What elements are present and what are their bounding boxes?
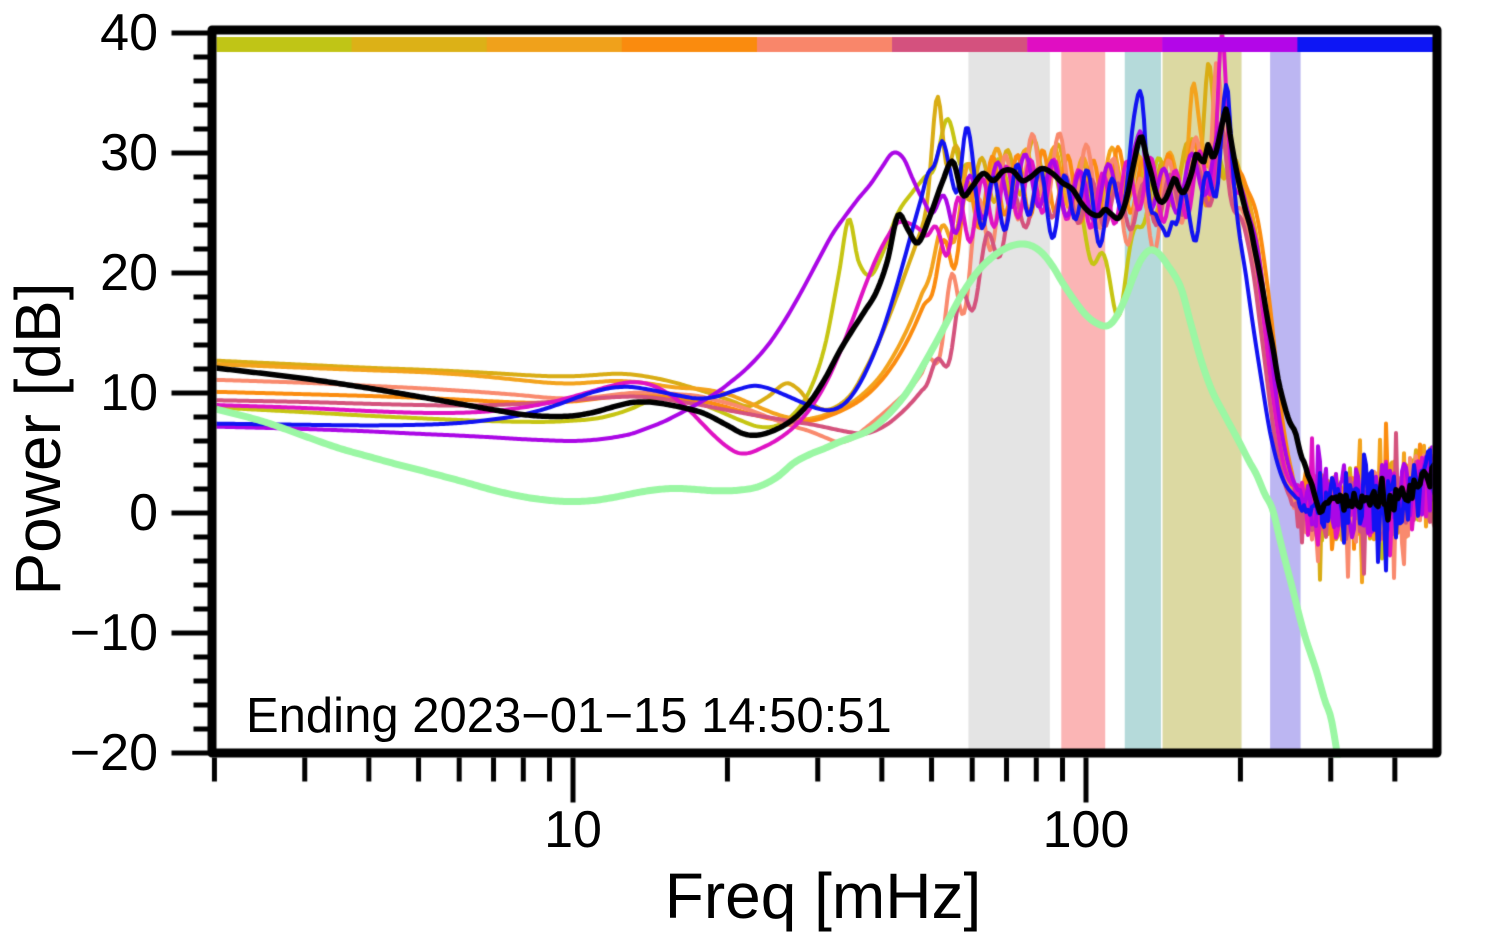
- x-tick-label-10: 10: [544, 801, 602, 859]
- annotation-ending-timestamp: Ending 2023−01−15 14:50:51: [246, 689, 892, 743]
- y-tick-label-40: 40: [100, 4, 158, 62]
- x-axis-title: Freq [mHz]: [664, 860, 982, 932]
- x-tick-label-100: 100: [1042, 801, 1130, 859]
- y-tick-label-10: 10: [100, 364, 158, 422]
- y-tick-label-0: 0: [129, 484, 158, 542]
- y-tick-label-−10: −10: [69, 604, 158, 662]
- y-tick-label-20: 20: [100, 244, 158, 302]
- y-tick-label-30: 30: [100, 124, 158, 182]
- y-tick-label-−20: −20: [69, 724, 158, 782]
